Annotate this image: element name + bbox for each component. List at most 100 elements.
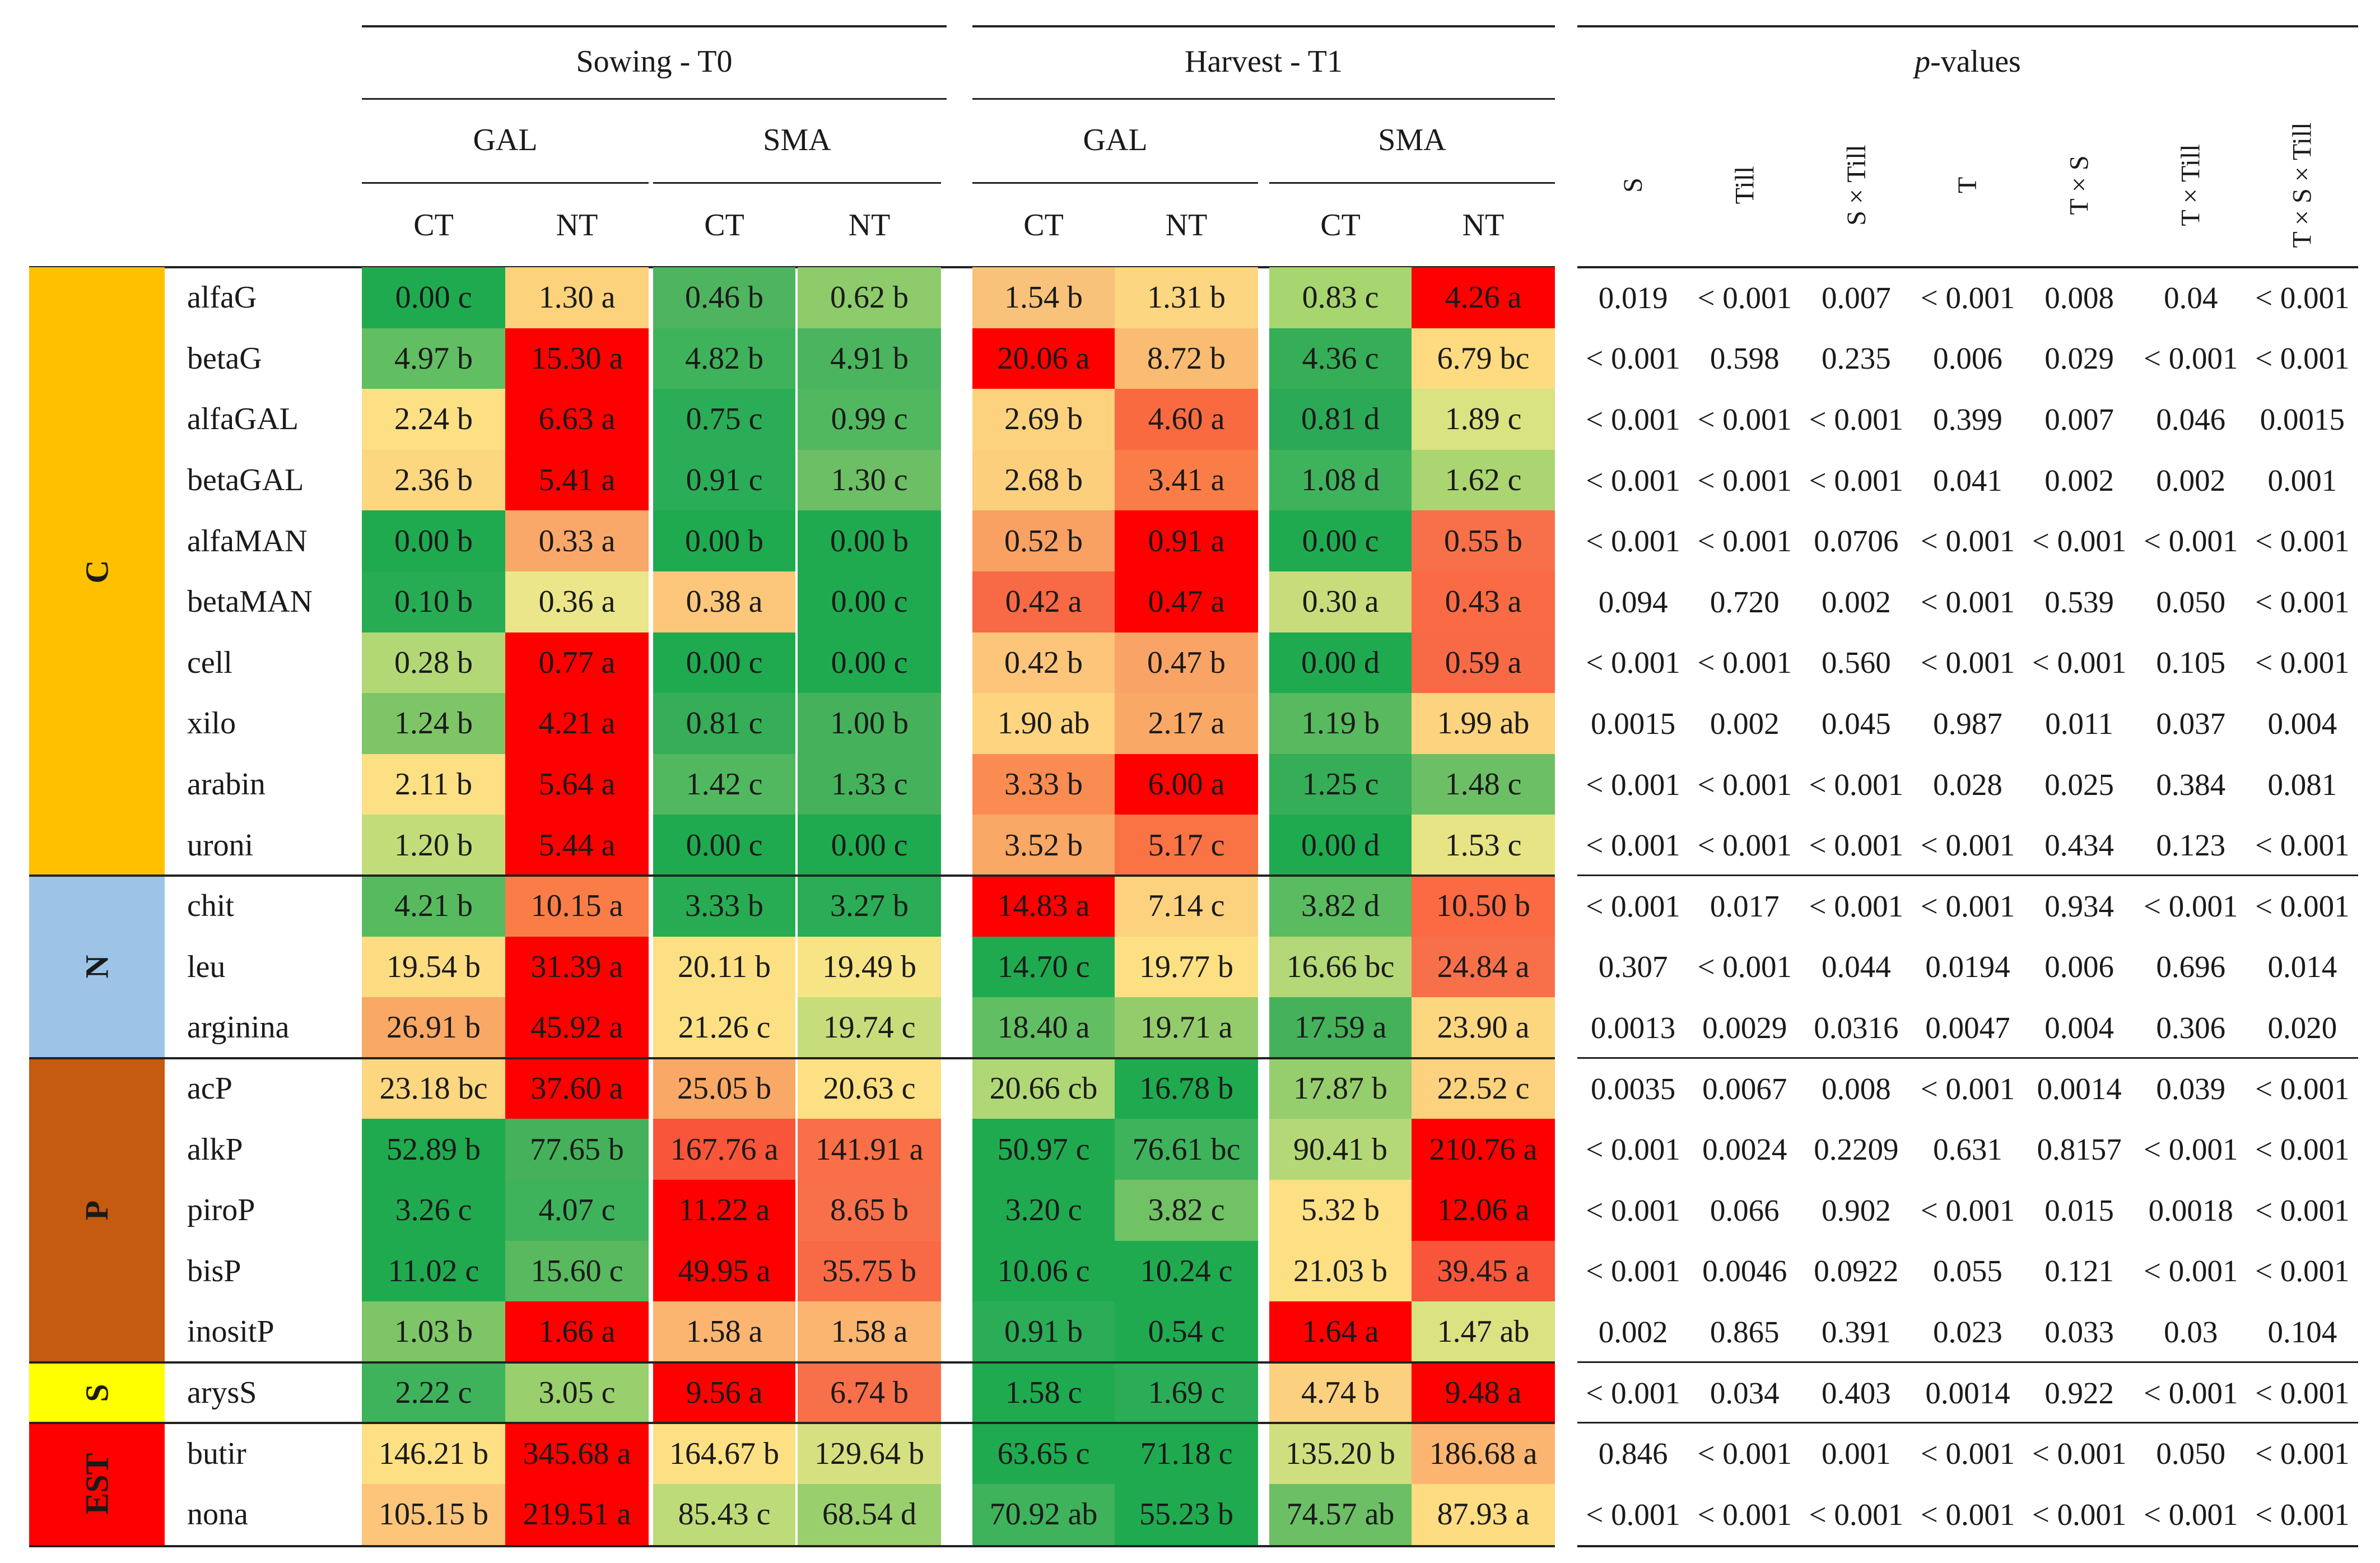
- heatmap-cell: 1.69 c: [1115, 1362, 1258, 1424]
- rule-body-top-pvalues: [1577, 266, 2358, 268]
- heatmap-cell: 15.60 c: [505, 1240, 649, 1302]
- heatmap-cell: 71.18 c: [1115, 1423, 1258, 1484]
- row-label: alfaGAL: [187, 402, 299, 437]
- row-label: arabin: [187, 767, 266, 802]
- pvalue-cell: 0.934: [2044, 889, 2114, 923]
- heatmap-cell: 186.68 a: [1412, 1423, 1555, 1484]
- heatmap-cell: 70.92 ab: [972, 1484, 1115, 1545]
- heatmap-cell: 2.69 b: [972, 389, 1115, 450]
- pvalue-cell: < 0.001: [1697, 828, 1792, 863]
- pvalue-cell: 0.0014: [2037, 1071, 2122, 1106]
- header-t1-gal: GAL: [1083, 123, 1148, 157]
- heatmap-cell: 15.30 a: [505, 328, 649, 389]
- pvalue-cell: 0.0024: [1702, 1132, 1787, 1167]
- pvalue-cell: 0.002: [1821, 584, 1891, 619]
- pvalue-cell: 0.002: [2156, 463, 2226, 497]
- heatmap-cell: 0.42 b: [972, 632, 1115, 694]
- rule-group-separator-pvalues: [1577, 1422, 2358, 1424]
- heatmap-cell: 4.74 b: [1269, 1362, 1412, 1424]
- pvalue-cell: 0.0035: [1590, 1071, 1676, 1106]
- heatmap-cell: 0.81 c: [653, 693, 795, 754]
- pvalue-cell: < 0.001: [1920, 524, 2015, 559]
- heatmap-cell: 1.66 a: [505, 1301, 649, 1362]
- heatmap-cell: 0.00 b: [362, 510, 505, 571]
- pvalue-cell: < 0.001: [2144, 1497, 2238, 1532]
- header-tillage-ct: CT: [1320, 208, 1361, 243]
- heatmap-cell: 21.03 b: [1269, 1240, 1412, 1302]
- heatmap-cell: 4.07 c: [505, 1180, 649, 1241]
- pvalue-cell: 0.0922: [1814, 1254, 1899, 1288]
- group-label: C: [78, 560, 115, 583]
- header-t0-sma: SMA: [763, 123, 831, 157]
- heatmap-cell: 1.89 c: [1412, 389, 1555, 450]
- pvalue-cell: 0.066: [1710, 1193, 1780, 1227]
- heatmap-cell: 3.41 a: [1115, 449, 1258, 511]
- pvalue-cell: < 0.001: [1697, 1436, 1792, 1471]
- heatmap-cell: 1.99 ab: [1412, 693, 1555, 754]
- pvalue-cell: 0.033: [2044, 1314, 2114, 1349]
- pvalue-cell: < 0.001: [1586, 889, 1680, 923]
- pvalue-cell: 0.307: [1598, 950, 1668, 984]
- heatmap-cell: 0.91 a: [1115, 510, 1258, 571]
- heatmap-cell: 26.91 b: [362, 997, 505, 1058]
- heatmap-cell: 0.81 d: [1269, 389, 1412, 450]
- pvalue-cell: < 0.001: [1586, 828, 1680, 863]
- header-tillage-nt: NT: [556, 208, 598, 243]
- heatmap-cell: 1.42 c: [653, 753, 795, 815]
- pvalue-col-header: T × S: [2024, 112, 2135, 258]
- heatmap-cell: 6.79 bc: [1412, 328, 1555, 389]
- pvalue-cell: 0.121: [2044, 1254, 2114, 1288]
- pvalue-cell: < 0.001: [1697, 463, 1792, 497]
- pvalue-cell: < 0.001: [1809, 463, 1904, 497]
- rule-group-separator-pvalues: [1577, 1361, 2358, 1363]
- pvalue-cell: < 0.001: [1920, 584, 2015, 619]
- heatmap-cell: 0.30 a: [1269, 571, 1412, 632]
- row-label: uroni: [187, 827, 254, 863]
- header-t0-gal: GAL: [473, 123, 538, 157]
- pvalue-cell: 0.598: [1710, 341, 1780, 376]
- pvalue-cell: < 0.001: [1586, 463, 1680, 497]
- heatmap-cell: 3.05 c: [505, 1362, 649, 1424]
- heatmap-cell: 129.64 b: [798, 1423, 941, 1484]
- heatmap-cell: 1.48 c: [1412, 753, 1555, 815]
- pvalue-cell: 0.034: [1710, 1375, 1780, 1410]
- heatmap-cell: 10.06 c: [972, 1240, 1115, 1302]
- row-label: piroP: [187, 1193, 255, 1228]
- pvalue-cell: 0.987: [1933, 706, 2002, 741]
- pvalue-cell: < 0.001: [2255, 524, 2350, 559]
- header-t1-sma: SMA: [1378, 123, 1446, 157]
- pvalue-cell: 0.002: [1598, 1314, 1668, 1349]
- rule-group-separator-pvalues: [1577, 1057, 2358, 1059]
- heatmap-cell: 0.00 b: [798, 510, 941, 571]
- pvalue-cell: 0.014: [2267, 950, 2337, 984]
- pvalue-cell: < 0.001: [2032, 1436, 2127, 1471]
- group-band-p: P: [29, 1058, 165, 1362]
- heatmap-cell: 167.76 a: [653, 1119, 795, 1180]
- pvalue-cell: < 0.001: [2255, 1071, 2350, 1106]
- heatmap-cell: 1.25 c: [1269, 753, 1412, 815]
- heatmap-cell: 39.45 a: [1412, 1240, 1555, 1302]
- pvalue-cell: 0.045: [1821, 706, 1891, 741]
- heatmap-cell: 85.43 c: [653, 1484, 795, 1545]
- heatmap-cell: 4.91 b: [798, 328, 941, 389]
- pvalue-cell: 0.007: [2044, 402, 2114, 436]
- header-t0-gal-rule: [362, 182, 649, 184]
- pvalue-cell: < 0.001: [2032, 524, 2127, 559]
- pvalue-cell: 0.696: [2156, 950, 2226, 984]
- heatmap-cell: 4.97 b: [362, 328, 505, 389]
- group-label: S: [78, 1383, 115, 1402]
- pvalue-cell: 0.001: [1821, 1436, 1891, 1471]
- heatmap-cell: 19.54 b: [362, 936, 505, 998]
- pvalue-cell: 0.0015: [2260, 402, 2345, 436]
- heatmap-cell: 0.00 c: [653, 815, 795, 876]
- pvalue-cell: < 0.001: [2255, 889, 2350, 923]
- row-label: alfaG: [187, 280, 257, 315]
- pvalue-cell: < 0.001: [1920, 828, 2015, 863]
- heatmap-cell: 68.54 d: [798, 1484, 941, 1545]
- pvalue-cell: 0.020: [2267, 1010, 2337, 1045]
- pvalue-cell: 0.0194: [1925, 950, 2010, 984]
- pvalue-cell: < 0.001: [1697, 950, 1792, 984]
- heatmap-cell: 0.55 b: [1412, 510, 1555, 571]
- pvalue-cell: 0.123: [2156, 828, 2226, 863]
- pvalue-cell: 0.002: [1710, 706, 1780, 741]
